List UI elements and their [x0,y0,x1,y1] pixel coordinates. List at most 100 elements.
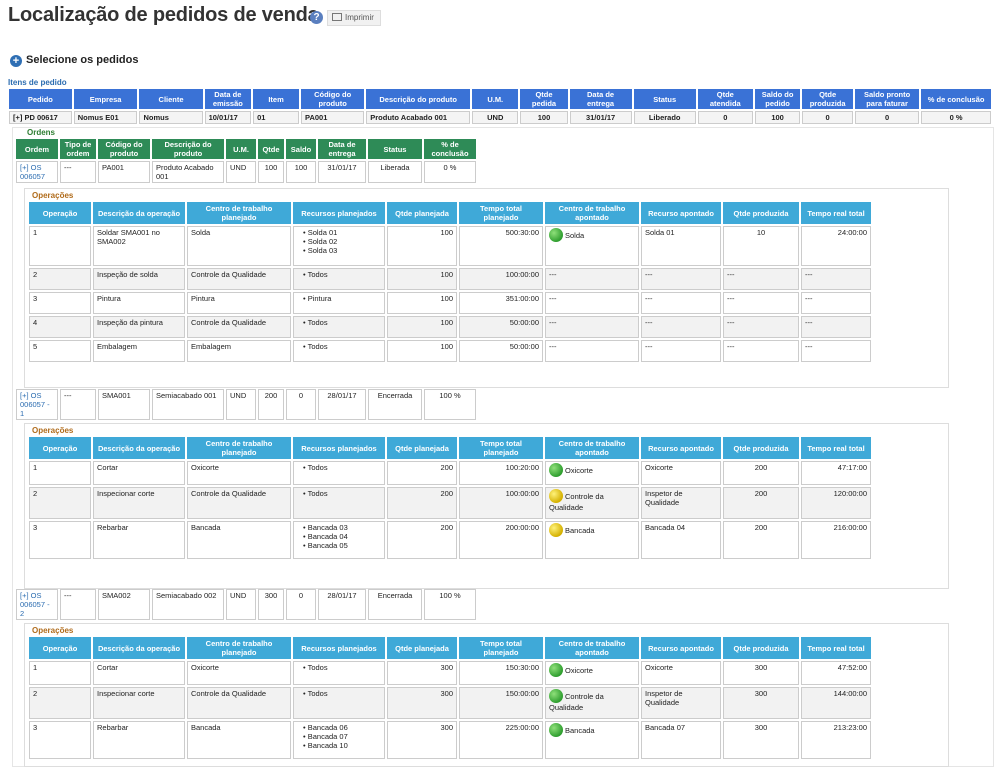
order-header-cell: Saldo pronto para faturar [854,89,920,109]
descricao-cell: Inspeção de solda [93,268,185,290]
centro-apontado-label: Solda [565,231,585,240]
ordem-cell: 100 % [424,589,476,620]
order-header-cell: Item [253,89,300,109]
operacoes-header-cell: Qtde produzida [723,637,799,659]
order-cell: PA001 [301,111,365,124]
recurso-apontado-cell: Inspetor de Qualidade [641,687,721,719]
operacao-row[interactable]: 3RebarbarBancadaBancada 03Bancada 04Banc… [29,521,871,559]
qtde-planejada-cell: 300 [387,661,457,685]
centro-apontado-label: --- [549,294,557,303]
recurso-item: Todos [303,342,381,351]
ordens-header-cell: Status [368,139,422,159]
ordem-row[interactable]: [+] OS 006057 - 2 --- SMA002 Semiacabado 00… [16,589,476,620]
operacao-cell: 1 [29,661,91,685]
ordem-cell: 31/01/17 [318,161,366,183]
descricao-cell: Rebarbar [93,721,185,759]
tempo-real-cell: --- [801,268,871,290]
qtde-produzida-cell: --- [723,340,799,362]
descricao-cell: Inspecionar corte [93,687,185,719]
order-header-cell: Qtde atendida [697,89,753,109]
operacao-row[interactable]: 1CortarOxicorteTodos200100:20:00Oxicorte… [29,461,871,485]
operacao-row[interactable]: 1CortarOxicorteTodos300150:30:00Oxicorte… [29,661,871,685]
operacoes-header-row: Operação Descrição da operação Centro de t… [29,202,871,224]
recurso-item: Todos [303,318,381,327]
operacoes-table-2: Operação Descrição da operação Centro de t… [27,435,873,561]
order-cell[interactable]: [+] PD 00617 [9,111,72,124]
centro-apontado-cell: Oxicorte [545,661,639,685]
ordens-header-cell: Qtde [258,139,284,159]
tempo-planejado-cell: 500:30:00 [459,226,543,266]
descricao-cell: Cortar [93,461,185,485]
recurso-item: Bancada 03 [303,523,381,532]
select-orders-toggle[interactable]: + Selecione os pedidos [10,54,138,67]
operacao-row[interactable]: 3PinturaPinturaPintura100351:00:00------… [29,292,871,314]
centro-planejado-cell: Controle da Qualidade [187,268,291,290]
tempo-planejado-cell: 351:00:00 [459,292,543,314]
operacoes-header-cell: Centro de trabalho planejado [187,637,291,659]
qtde-planejada-cell: 200 [387,461,457,485]
centro-planejado-cell: Solda [187,226,291,266]
centro-apontado-cell: --- [545,268,639,290]
order-row[interactable]: [+] PD 00617 Nomus E01 Nomus 10/01/17 01 PA00… [9,111,991,124]
centro-apontado-cell: --- [545,340,639,362]
tempo-real-cell: --- [801,292,871,314]
order-header-cell: Pedido [9,89,72,109]
order-cell: Liberado [633,111,696,124]
centro-planejado-cell: Bancada [187,521,291,559]
centro-planejado-cell: Oxicorte [187,461,291,485]
order-cell: UND [472,111,519,124]
print-button[interactable]: Imprimir [327,10,381,26]
ordem-cell: --- [60,589,96,620]
operacoes-label-1: Operações [32,191,74,200]
tempo-planejado-cell: 150:30:00 [459,661,543,685]
qtde-planejada-cell: 100 [387,226,457,266]
recursos-list: Pintura [297,294,381,303]
order-header-cell: % de conclusão [921,89,991,109]
order-header-row: Pedido Empresa Cliente Data de emissão Item C… [9,89,991,109]
recursos-list: Todos [297,663,381,672]
ordem-cell: 0 [286,389,316,420]
green-status-icon [549,663,563,677]
tempo-planejado-cell: 100:00:00 [459,487,543,519]
order-cell: 01 [253,111,300,124]
order-header-cell: Data de emissão [204,89,252,109]
qtde-planejada-cell: 100 [387,316,457,338]
recursos-cell: Todos [293,268,385,290]
ordem-cell[interactable]: [+] OS 006057 [16,161,58,183]
qtde-produzida-cell: 300 [723,721,799,759]
order-cell: 10/01/17 [204,111,252,124]
ordem-row[interactable]: [+] OS 006057 --- PA001 Produto Acabado 001… [16,161,476,183]
ordem-cell: 100 % [424,389,476,420]
tempo-planejado-cell: 225:00:00 [459,721,543,759]
recurso-item: Todos [303,689,381,698]
recurso-item: Todos [303,489,381,498]
recursos-list: Bancada 03Bancada 04Bancada 05 [297,523,381,550]
operacoes-label-3: Operações [32,626,74,635]
order-cell: 100 [754,111,801,124]
recurso-item: Todos [303,270,381,279]
recursos-cell: Todos [293,461,385,485]
operacoes-header-cell: Centro de trabalho apontado [545,637,639,659]
operacoes-header-row: Operação Descrição da operação Centro de t… [29,637,871,659]
ordem-cell: 28/01/17 [318,389,366,420]
ordem-cell[interactable]: [+] OS 006057 - 1 [16,389,58,420]
ordem-cell: Produto Acabado 001 [152,161,224,183]
operacoes-header-cell: Tempo real total [801,637,871,659]
ordem-cell: PA001 [98,161,150,183]
ordem-row[interactable]: [+] OS 006057 - 1 --- SMA001 Semiacabado 00… [16,389,476,420]
centro-planejado-cell: Bancada [187,721,291,759]
operacao-row[interactable]: 4 Inspeção da pintura Controle da Qualidad… [29,316,871,338]
operacao-row[interactable]: 5EmbalagemEmbalagemTodos10050:00:00-----… [29,340,871,362]
qtde-produzida-cell: --- [723,292,799,314]
qtde-produzida-cell: --- [723,316,799,338]
qtde-produzida-cell: 10 [723,226,799,266]
qtde-produzida-cell: 200 [723,521,799,559]
order-cell: Produto Acabado 001 [366,111,471,124]
operacao-row[interactable]: 3RebarbarBancadaBancada 06Bancada 07Banc… [29,721,871,759]
ordem-cell[interactable]: [+] OS 006057 - 2 [16,589,58,620]
help-icon[interactable]: ? [310,11,323,24]
